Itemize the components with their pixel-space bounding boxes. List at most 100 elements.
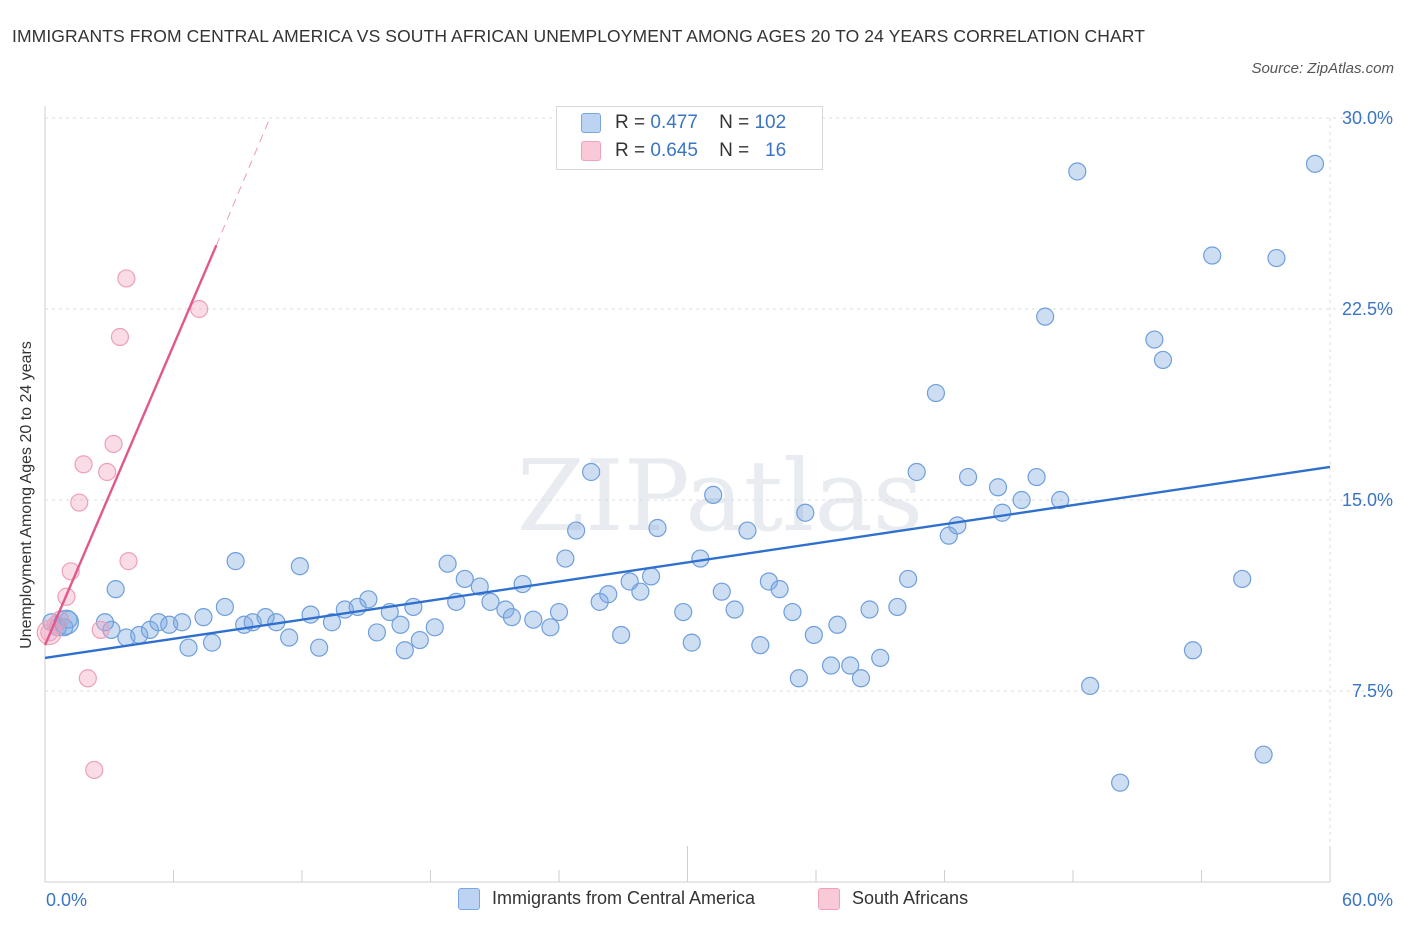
data-point: [496, 600, 515, 619]
data-point: [202, 633, 222, 652]
data-point: [948, 516, 967, 535]
data-point: [1111, 773, 1130, 792]
data-point: [1183, 641, 1203, 660]
x-tick-max: 60.0%: [1341, 890, 1393, 910]
data-point: [1081, 676, 1100, 696]
data-point: [310, 638, 329, 657]
data-point: [612, 625, 631, 645]
data-point: [871, 648, 890, 667]
data-point: [796, 503, 815, 522]
data-point: [770, 580, 789, 599]
series-swatch: [581, 112, 601, 133]
data-point: [828, 615, 847, 634]
chart-title: IMMIGRANTS FROM CENTRAL AMERICA VS SOUTH…: [12, 26, 1145, 46]
data-point: [567, 521, 586, 540]
data-point: [674, 602, 693, 622]
data-point: [395, 641, 414, 660]
data-point: [102, 620, 121, 639]
data-point: [682, 633, 701, 652]
legend-item-central-america: Immigrants from Central America: [458, 888, 756, 911]
data-point: [502, 608, 521, 627]
series-south-africans: [40, 269, 209, 780]
y-tick-label: 22.5%: [1342, 299, 1393, 319]
data-point: [322, 613, 342, 632]
data-point: [280, 628, 299, 647]
data-point: [91, 620, 110, 639]
data-point: [301, 605, 320, 624]
data-point: [1203, 246, 1222, 265]
data-point: [106, 580, 125, 599]
r-label: R =: [615, 140, 646, 161]
data-point: [513, 574, 532, 594]
data-point: [110, 327, 130, 347]
data-point: [78, 669, 97, 688]
data-point: [641, 567, 661, 586]
data-point: [725, 600, 744, 619]
data-point: [1145, 330, 1164, 349]
r-value: 0.477: [650, 112, 698, 133]
x-tick-min: 0.0%: [46, 890, 88, 910]
data-point: [1267, 248, 1286, 268]
axes: [44, 106, 1331, 883]
data-point: [898, 569, 918, 589]
data-point: [783, 602, 802, 622]
data-point: [704, 485, 723, 505]
y-tick-label: 15.0%: [1342, 490, 1393, 510]
r-value: 0.645: [650, 140, 698, 161]
data-point: [179, 638, 198, 657]
stats-row-south-africans: R = 0.645 N = 16: [581, 140, 786, 164]
data-point: [712, 582, 731, 601]
data-point: [541, 618, 560, 637]
trend-layer: [43, 117, 1331, 660]
data-point: [556, 549, 575, 568]
n-value: 102: [754, 112, 787, 133]
y-tick-label: 30.0%: [1342, 108, 1393, 128]
data-point: [1012, 490, 1031, 510]
data-point: [359, 590, 378, 609]
data-point: [1027, 467, 1046, 487]
data-point: [524, 610, 543, 629]
n-label: N =: [719, 140, 750, 161]
data-point: [438, 554, 457, 573]
data-point: [404, 597, 423, 617]
legend-item-south-africans: South Africans: [818, 888, 968, 911]
watermark: ZIPatlas: [517, 440, 923, 554]
data-point: [648, 518, 667, 538]
data-point: [993, 503, 1012, 522]
data-point: [821, 656, 841, 675]
data-point: [172, 613, 192, 632]
data-point: [988, 478, 1008, 497]
data-point: [1233, 569, 1252, 589]
legend-swatch: [458, 888, 480, 911]
data-point: [860, 600, 879, 619]
data-point: [907, 462, 926, 482]
data-point: [851, 669, 871, 688]
data-point: [367, 623, 387, 642]
legend-swatch: [818, 888, 840, 911]
data-point: [190, 299, 209, 319]
data-point: [1254, 745, 1273, 764]
y-tick-label: 7.5%: [1352, 681, 1393, 701]
data-point: [549, 602, 569, 622]
data-point: [631, 582, 650, 601]
trend-line-south-africans: [43, 244, 218, 646]
data-point: [455, 569, 474, 589]
data-point: [70, 493, 89, 512]
data-point: [1153, 350, 1173, 370]
data-point: [98, 462, 117, 482]
n-label: N =: [719, 112, 750, 133]
data-point: [194, 608, 213, 627]
series-swatch: [581, 140, 601, 161]
data-point: [751, 636, 770, 655]
data-point: [841, 656, 860, 675]
data-point: [410, 630, 429, 650]
tick-labels: 7.5% 15.0% 22.5% 30.0%: [1342, 108, 1393, 701]
trend-line-central-america: [44, 465, 1331, 660]
n-value: 16: [765, 140, 787, 161]
data-point: [104, 434, 123, 454]
points-layer: [36, 154, 1325, 792]
chart-source: Source: ZipAtlas.com: [1251, 60, 1394, 77]
stats-row-central-america: R = 0.477 N = 102: [581, 112, 786, 136]
legend-label: Immigrants from Central America: [492, 888, 756, 908]
data-point: [582, 462, 601, 482]
